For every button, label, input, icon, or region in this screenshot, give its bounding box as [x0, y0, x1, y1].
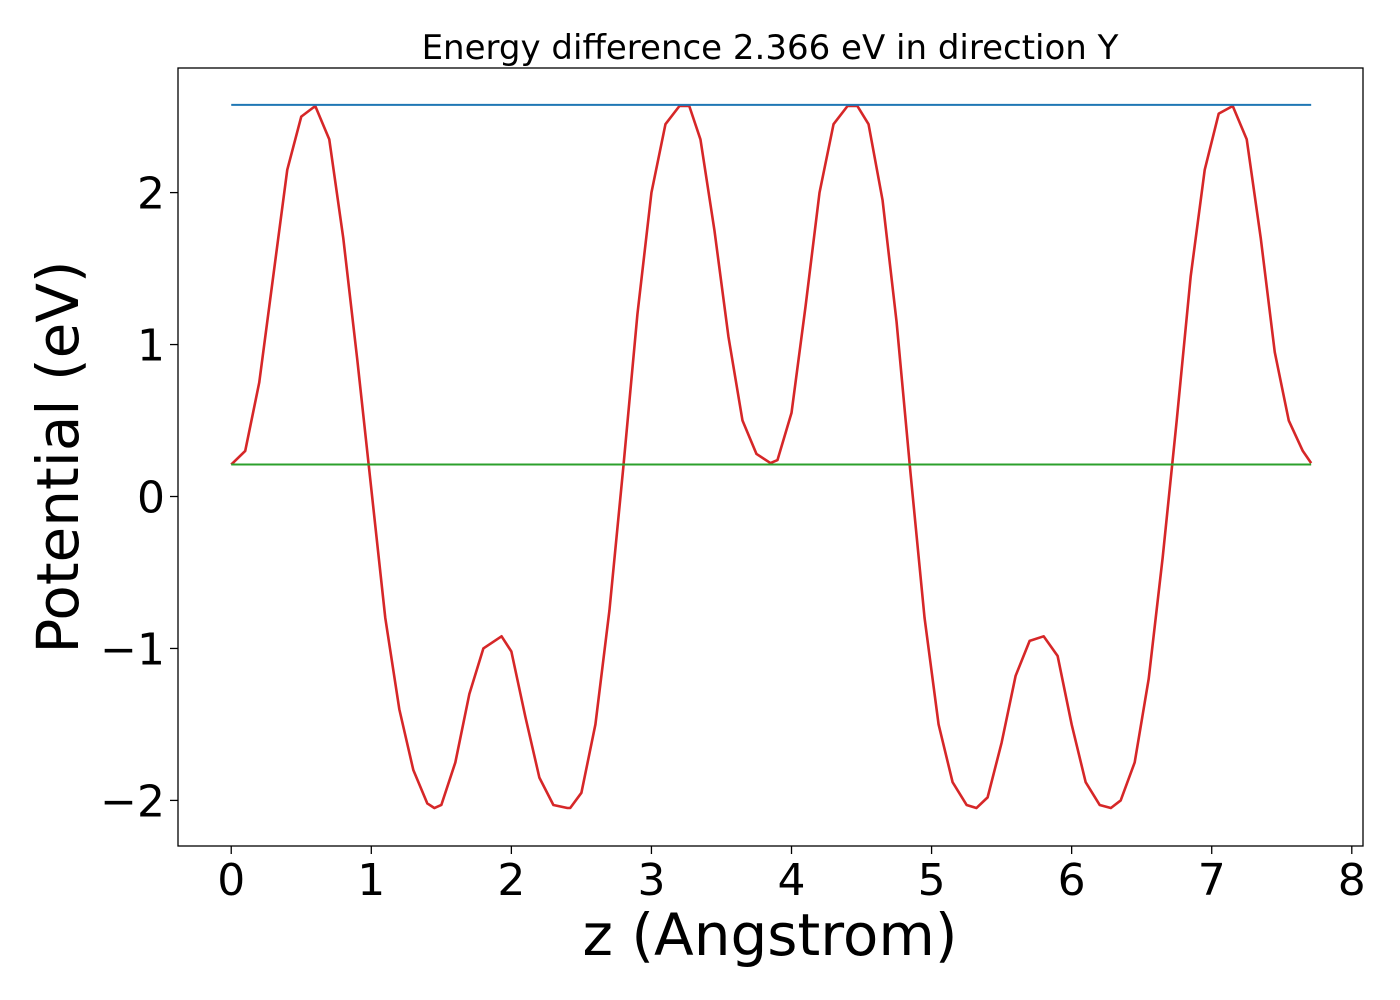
x-tick-label: 7: [1198, 855, 1226, 906]
potential-curve: [230, 104, 1313, 810]
y-axis-label: Potential (eV): [24, 260, 92, 653]
x-tick-label: 0: [217, 855, 245, 906]
x-tick-label: 6: [1058, 855, 1086, 906]
x-tick-label: 3: [637, 855, 665, 906]
x-tick-label: 2: [497, 855, 525, 906]
y-tick-label: 0: [137, 473, 165, 524]
x-tick-label: 1: [357, 855, 385, 906]
chart-title: Energy difference 2.366 eV in direction …: [422, 28, 1119, 68]
y-tick-label: −2: [100, 776, 165, 827]
plot-series-layer: [230, 103, 1313, 810]
y-tick-label: −1: [100, 624, 165, 675]
y-axis-ticks: −2 −1 0 1 2: [100, 169, 178, 827]
y-tick-label: 2: [137, 169, 165, 220]
plot-frame: [177, 67, 1364, 847]
x-axis-ticks: 0 1 2 3 4 5 6 7 8: [217, 846, 1366, 906]
x-tick-label: 5: [918, 855, 946, 906]
x-tick-label: 8: [1338, 855, 1366, 906]
x-axis-label: z (Angstrom): [583, 901, 958, 969]
y-tick-label: 1: [137, 321, 165, 372]
x-tick-label: 4: [778, 855, 806, 906]
